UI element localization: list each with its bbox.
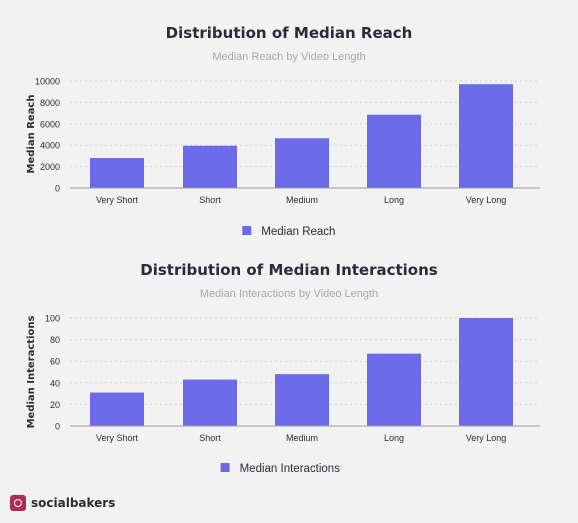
chart1-x-tick-label: Very Short	[96, 195, 139, 205]
chart1-y-tick-label: 6000	[40, 119, 60, 129]
chart1-y-tick-label: 10000	[35, 77, 60, 87]
chart1-subtitle: Median Reach by Video Length	[212, 51, 365, 63]
chart1-legend-swatch	[242, 226, 252, 235]
chart2-y-tick-label: 40	[50, 378, 60, 388]
chart1-title: Distribution of Median Reach	[166, 24, 413, 42]
chart2-x-tick-label: Long	[384, 433, 404, 443]
chart2-bar	[183, 379, 237, 426]
chart2-bar	[90, 392, 144, 426]
brand-name: socialbakers	[31, 496, 116, 510]
chart2-x-tick-label: Medium	[286, 433, 318, 443]
chart2-legend-label: Median Interactions	[240, 463, 341, 475]
chart1-x-tick-label: Medium	[286, 195, 318, 205]
chart1-bar	[90, 158, 144, 188]
chart2-y-axis-label: Median Interactions	[26, 316, 37, 429]
chart2-y-tick-label: 20	[50, 400, 60, 410]
chart1-y-axis-label: Median Reach	[26, 95, 37, 174]
chart2-y-tick-label: 0	[55, 422, 60, 432]
chart2-x-tick-label: Very Short	[96, 433, 139, 443]
chart1-y-tick-label: 8000	[40, 98, 60, 108]
chart2-y-tick-label: 60	[50, 357, 60, 367]
chart1-x-tick-label: Short	[199, 195, 221, 205]
chart1-x-tick-label: Long	[384, 195, 404, 205]
chart2-y-tick-label: 80	[50, 335, 60, 345]
chart1-legend-label: Median Reach	[261, 226, 335, 238]
chart2-subtitle: Median Interactions by Video Length	[200, 288, 378, 300]
brand: socialbakers	[10, 495, 115, 511]
chart1-y-tick-label: 4000	[40, 141, 60, 151]
socialbakers-logo-icon	[10, 495, 26, 511]
chart2-bar	[367, 353, 421, 426]
chart1-bar	[183, 145, 237, 188]
chart1-y-tick-label: 2000	[40, 162, 60, 172]
chart2-x-tick-label: Short	[199, 433, 221, 443]
chart2-y-tick-label: 100	[45, 314, 60, 324]
chart2-legend-swatch	[220, 463, 230, 472]
chart1-bar	[275, 138, 329, 188]
chart1-y-tick-label: 0	[55, 184, 60, 194]
chart2-bar	[459, 318, 513, 426]
chart1-bar	[367, 114, 421, 188]
chart2-bar	[275, 374, 329, 426]
chart2-x-tick-label: Very Long	[466, 433, 507, 443]
chart1-x-tick-label: Very Long	[466, 195, 507, 205]
chart2-title: Distribution of Median Interactions	[140, 261, 438, 279]
chart1-bar	[459, 84, 513, 188]
